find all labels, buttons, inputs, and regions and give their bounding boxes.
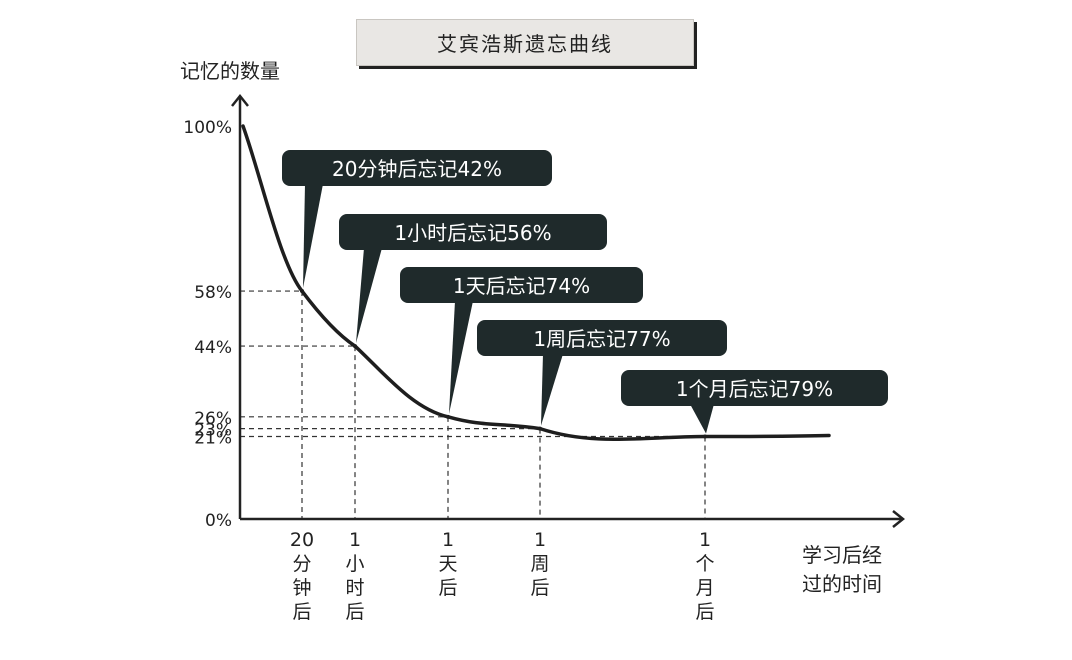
y-tick-label: 100% <box>183 118 232 138</box>
data-point-1day <box>446 414 450 419</box>
data-point-1hour <box>353 344 357 349</box>
x-tick-label-1hour: 1 <box>349 529 361 551</box>
callout-pointer-1hour <box>356 248 382 344</box>
callout-pointer-1week <box>541 354 563 426</box>
x-axis-label: 过的时间 <box>802 572 882 596</box>
callout-pointer-1day <box>449 301 473 414</box>
y-axis-arrow <box>231 93 249 107</box>
data-point-20min <box>300 289 304 294</box>
x-tick-label-1hour: 时 <box>345 577 364 599</box>
chart-title: 艾宾浩斯遗忘曲线 <box>356 19 694 66</box>
y-tick-label: 26% <box>194 409 232 429</box>
data-point-1week <box>538 426 542 431</box>
x-tick-label-1month: 月 <box>695 577 714 599</box>
x-tick-label-1day: 天 <box>438 553 457 575</box>
x-tick-label-1hour: 后 <box>345 601 364 623</box>
y-tick-label: 44% <box>194 338 232 358</box>
callout-label-1hour: 1小时后忘记56% <box>394 221 551 245</box>
callout-label-20min: 20分钟后忘记42% <box>332 157 502 181</box>
callout-box-20min <box>282 150 552 186</box>
y-tick-label: 23% <box>194 421 232 441</box>
x-tick-label-1day: 1 <box>442 529 454 551</box>
x-tick-label-1day: 后 <box>438 577 457 599</box>
x-tick-label-20min: 分 <box>292 553 311 575</box>
data-point-1month <box>703 434 707 439</box>
x-tick-label-1month: 1 <box>699 529 711 551</box>
y-tick-label: 58% <box>194 283 232 303</box>
callout-box-1hour <box>339 214 607 250</box>
x-tick-label-1week: 1 <box>534 529 546 551</box>
y-tick-label: 21% <box>194 428 232 448</box>
callout-box-1day <box>400 267 643 303</box>
x-tick-label-20min: 20 <box>290 529 314 551</box>
x-tick-label-1month: 个 <box>695 553 714 575</box>
callout-pointer-1month <box>690 404 714 434</box>
callout-box-1week <box>477 320 727 356</box>
y-tick-label: 0% <box>205 511 232 531</box>
x-tick-label-1hour: 小 <box>345 553 364 575</box>
callout-label-1month: 1个月后忘记79% <box>676 377 833 401</box>
callout-box-1month <box>621 370 888 406</box>
y-axis-label: 记忆的数量 <box>180 59 280 83</box>
callout-label-1week: 1周后忘记77% <box>533 327 670 351</box>
x-tick-label-1week: 周 <box>530 553 549 575</box>
x-axis-label: 学习后经 <box>802 543 882 567</box>
x-tick-label-1week: 后 <box>530 577 549 599</box>
callout-pointer-20min <box>303 184 323 289</box>
callout-label-1day: 1天后忘记74% <box>453 274 590 298</box>
x-tick-label-20min: 后 <box>292 601 311 623</box>
x-axis-arrow <box>892 510 906 528</box>
x-tick-label-20min: 钟 <box>292 577 311 599</box>
x-tick-label-1month: 后 <box>695 601 714 623</box>
